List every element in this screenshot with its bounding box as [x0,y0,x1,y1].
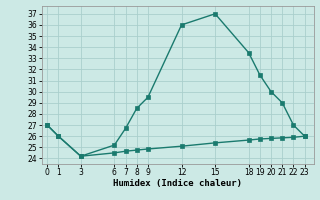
X-axis label: Humidex (Indice chaleur): Humidex (Indice chaleur) [113,179,242,188]
